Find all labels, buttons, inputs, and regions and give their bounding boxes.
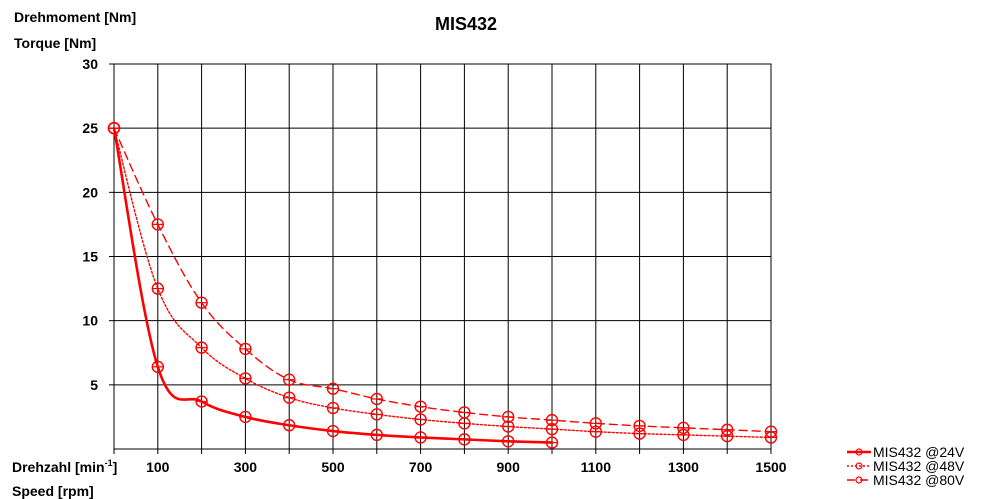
series-line <box>113 127 772 433</box>
y-tick-label: 30 <box>82 56 98 72</box>
y-axis-label-english: Torque [Nm] <box>14 35 96 51</box>
x-tick-label: 1500 <box>755 459 786 475</box>
legend-item: MIS432 @80V <box>847 472 965 488</box>
y-tick-label: 25 <box>82 120 98 136</box>
legend-swatch-marker <box>855 448 863 456</box>
x-tick-label: 1100 <box>581 459 612 475</box>
legend-swatch-marker <box>855 476 863 484</box>
y-tick-label: 5 <box>90 377 98 393</box>
y-tick-label: 10 <box>82 313 98 329</box>
chart-title: MIS432 <box>435 14 497 34</box>
x-axis-label-german-superscript: -1 <box>105 458 113 468</box>
series-group <box>107 121 778 449</box>
legend-label: MIS432 @80V <box>873 472 965 488</box>
x-axis-label-german-main: Drehzahl [min <box>12 459 105 475</box>
series-2 <box>107 121 778 444</box>
x-tick-label: 900 <box>497 459 521 475</box>
x-tick-label: 300 <box>234 459 258 475</box>
x-tick-label: 100 <box>146 459 170 475</box>
x-axis-label-english: Speed [rpm] <box>12 483 94 499</box>
legend-label: MIS432 @48V <box>873 458 965 474</box>
series-line <box>113 127 772 439</box>
x-tick-label: 1300 <box>668 459 699 475</box>
legend-swatch-marker <box>855 462 863 470</box>
y-axis-label-german: Drehmoment [Nm] <box>14 9 136 25</box>
x-tick-label: 700 <box>409 459 433 475</box>
y-tick-label: 15 <box>82 249 98 265</box>
x-tick-label: 500 <box>321 459 345 475</box>
series-3 <box>107 121 778 438</box>
legend-label: MIS432 @24V <box>873 444 965 460</box>
legend-item: MIS432 @24V <box>847 444 965 460</box>
x-axis-label-german: Drehzahl [min-1] <box>12 458 117 475</box>
y-tick-label: 20 <box>82 184 98 200</box>
legend-item: MIS432 @48V <box>847 458 965 474</box>
x-axis-label-german-end: ] <box>113 459 118 475</box>
axis-ticks: 5 10 15 20 25 30 100 300 500 700 900 1100 1300 1500 <box>82 56 786 475</box>
grid <box>113 63 772 450</box>
